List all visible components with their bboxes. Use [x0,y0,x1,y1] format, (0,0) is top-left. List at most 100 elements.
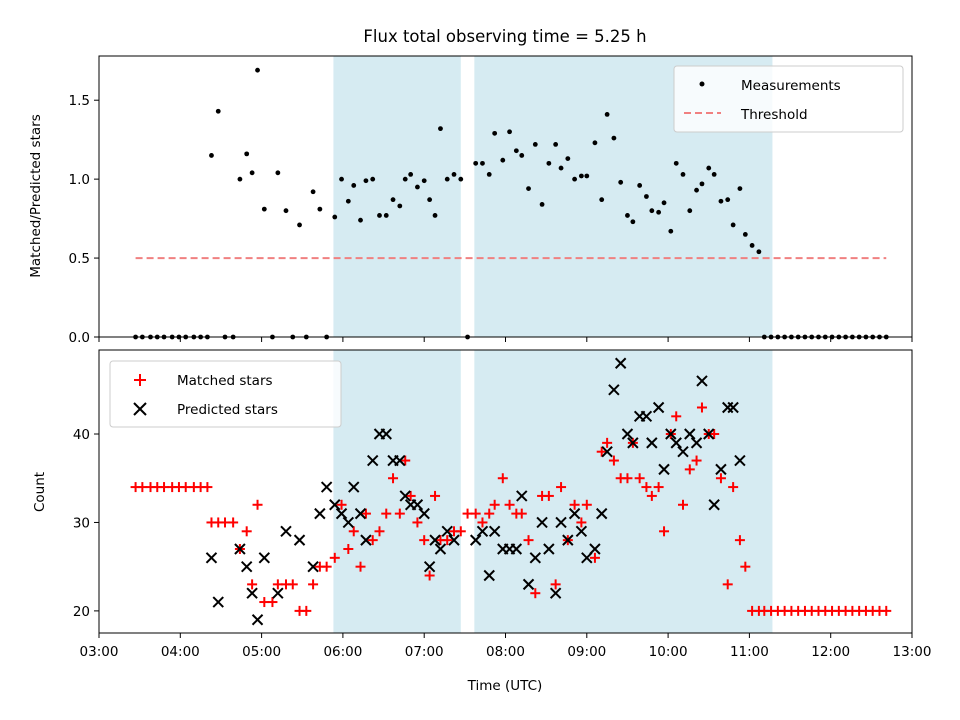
x-b [280,525,292,538]
matched-star-point [343,543,354,554]
x-axis-label: Time (UTC) [467,678,543,694]
measurement-point [604,112,610,117]
matched-star-point [360,508,371,519]
matched-star-point [381,508,392,519]
x-b [348,481,360,493]
x-b [488,525,501,538]
measurement-point [480,160,485,166]
y-tick-label: 30 [73,515,90,531]
top-ticks-layer: 0.0 0.5 1.0 1.5 [69,93,913,346]
predicted-star-point [640,410,653,423]
x-b [314,507,326,520]
measurement-point [332,214,338,220]
x-tick-label: 04:00 [161,644,200,660]
x-b [621,428,634,440]
measurement-point [565,156,571,162]
measurement-point [432,213,438,218]
x-b [658,463,670,476]
predicted-star-point [522,578,535,591]
measurement-point [339,176,344,182]
measurement-point [546,160,552,166]
measurement-point [553,142,559,147]
y-tick-label: 0.5 [69,251,90,267]
x-b [434,543,447,555]
matched-star-point [734,535,745,546]
measurement-point [237,176,243,182]
predicted-star-point [621,428,634,440]
measurement-point [694,187,699,193]
x-b [652,401,665,414]
x-b [677,445,689,458]
measurement-point [661,200,667,206]
measurement-point [397,203,403,209]
x-b [562,534,574,546]
measurement-point [370,176,376,182]
matched-star-point [388,473,399,484]
matched-star-point [252,499,263,510]
x-b [367,454,379,467]
matched-star-point [497,473,508,484]
bottom-legend: Matched stars Predicted stars [109,360,342,428]
matched-star-point [569,499,580,510]
x-b [394,454,406,467]
matched-star-point [374,526,385,537]
predicted-star-point [665,428,677,440]
predicted-star-point [684,428,696,440]
top-legend-box [673,65,904,133]
predicted-star-point [589,543,601,555]
measurement-point [283,208,289,214]
x-b [251,614,264,626]
bottom-ticks-layer: 03:00 04:00 05:00 06:00 07:00 08:00 09:00 10:00… [73,427,932,660]
x-tick-label: 07:00 [405,644,444,660]
predicted-star-point [434,543,447,555]
measurement-point [742,231,748,237]
matched-star-point [394,508,405,519]
measurement-point [492,130,498,136]
x-b [205,552,218,564]
predicted-star-point [367,454,379,467]
matched-star-point [430,490,441,501]
matched-star-point [678,499,689,510]
x-b [708,499,720,511]
predicted-star-point [601,445,613,458]
measurement-point [249,170,255,176]
matched-star-point [622,473,633,484]
measurement-point [261,206,267,212]
legend-measurements-label: Measurements [741,78,841,94]
matched-star-point [400,455,411,466]
measurement-point [473,160,479,166]
matched-star-point [321,561,332,572]
predicted-star-point [307,560,319,573]
x-b [411,499,424,511]
predicted-star-point [536,516,548,529]
x-b [448,534,460,546]
matched-star-point [267,597,278,608]
measurement-point [706,165,712,171]
x-b [690,437,703,449]
predicted-star-point [314,507,326,520]
x-b [529,552,542,564]
measurement-point [618,179,624,185]
measurement-point [699,181,705,187]
predicted-star-point [320,481,333,493]
x-b [684,428,696,440]
x-b [601,445,613,458]
predicted-star-point [703,428,715,440]
matched-star-point [671,411,682,422]
predicted-star-point [348,481,360,493]
predicted-star-point [329,499,341,511]
predicted-star-point [516,490,528,502]
matched-star-point [228,517,239,528]
matched-star-point [336,499,347,510]
matched-star-point [477,517,488,528]
x-b [307,560,319,573]
matched-star-point [367,535,378,546]
measurement-point [451,171,457,177]
measurement-point [539,201,545,207]
predicted-star-point [483,569,495,582]
predicted-star-point [715,463,727,476]
x-b [441,525,453,538]
measurement-point [402,176,408,182]
predicted-star-point [627,437,639,449]
x-tick-label: 06:00 [323,644,362,660]
